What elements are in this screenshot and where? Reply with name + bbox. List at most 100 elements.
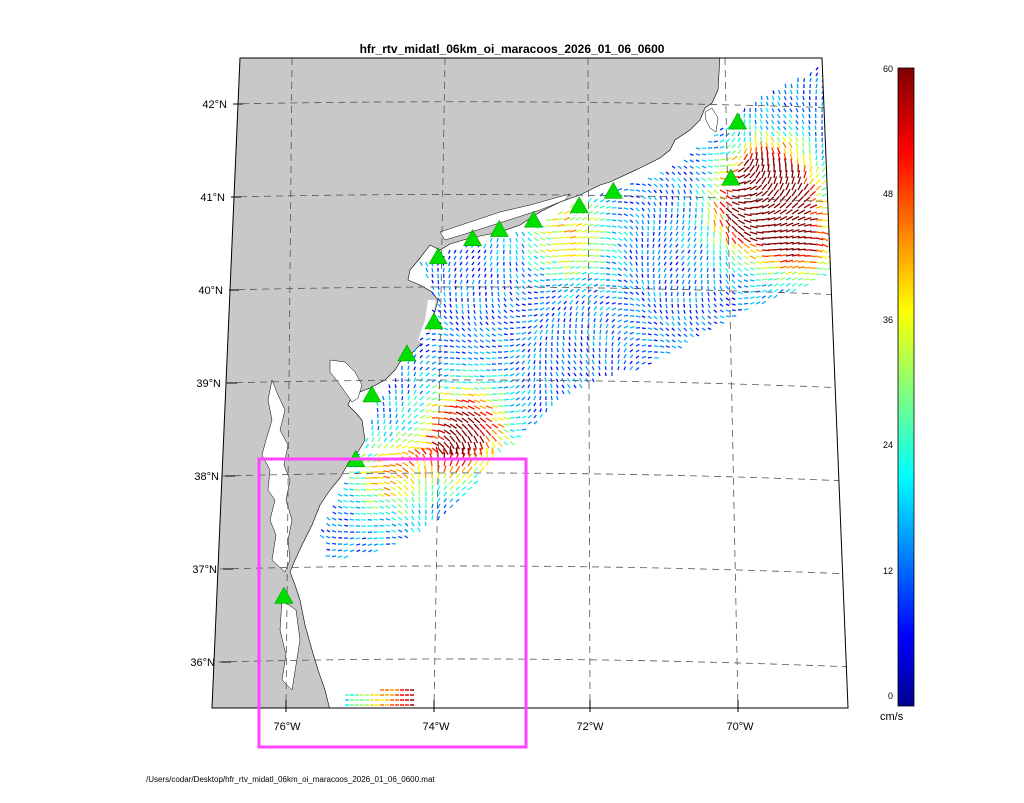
current-vector <box>478 285 481 290</box>
current-vector <box>713 189 719 195</box>
current-vector <box>785 202 793 209</box>
current-vector <box>491 309 495 314</box>
current-vector <box>777 120 781 125</box>
current-vector <box>791 253 800 257</box>
current-vector <box>437 391 444 395</box>
current-vector <box>659 345 665 348</box>
current-vector <box>521 415 527 419</box>
current-vector <box>611 261 617 265</box>
current-vector <box>671 171 676 176</box>
current-vector <box>599 278 605 281</box>
current-vector <box>437 515 440 521</box>
current-vector <box>521 402 526 407</box>
current-vector <box>467 399 475 404</box>
current-vector <box>557 272 564 275</box>
current-vector <box>814 125 817 131</box>
current-vector <box>575 242 583 245</box>
current-vector <box>402 467 409 473</box>
current-vector <box>814 119 817 125</box>
current-vector <box>472 285 475 291</box>
current-vector <box>371 425 374 431</box>
current-vector <box>659 309 663 314</box>
current-vector <box>485 399 492 403</box>
current-vector <box>695 309 699 314</box>
current-vector <box>562 341 565 347</box>
current-vector <box>776 114 781 119</box>
current-vector <box>699 249 703 254</box>
current-vector <box>372 506 379 509</box>
current-vector <box>443 498 447 503</box>
current-vector <box>815 83 818 89</box>
current-vector <box>719 225 723 232</box>
current-vector <box>425 409 432 413</box>
current-vector <box>713 201 719 208</box>
current-vector <box>544 377 547 383</box>
current-vector <box>803 189 810 197</box>
current-vector <box>743 142 747 149</box>
current-vector <box>737 249 743 255</box>
current-vector <box>379 512 385 515</box>
current-vector <box>611 330 615 335</box>
current-vector <box>755 231 764 234</box>
current-vector <box>497 321 502 325</box>
current-vector <box>623 231 629 236</box>
current-vector <box>521 237 526 243</box>
current-vector <box>629 343 634 347</box>
current-vector <box>563 300 567 305</box>
current-vector <box>803 266 811 269</box>
current-vector <box>431 484 434 491</box>
current-vector <box>749 199 758 203</box>
current-vector <box>539 396 542 401</box>
current-vector <box>785 228 794 233</box>
current-vector <box>737 149 742 155</box>
current-vector <box>785 222 794 227</box>
current-vector <box>598 365 601 371</box>
current-vector <box>453 261 457 266</box>
current-vector <box>485 303 488 309</box>
current-vector <box>455 357 460 360</box>
current-vector <box>749 249 756 254</box>
current-vector <box>623 237 628 242</box>
current-vector <box>659 177 664 182</box>
current-vector <box>497 447 502 453</box>
current-vector <box>773 182 779 191</box>
current-vector <box>779 182 784 191</box>
current-vector <box>509 429 515 432</box>
current-vector <box>677 333 682 337</box>
current-vector <box>809 261 817 264</box>
current-vector <box>491 435 497 442</box>
current-vector <box>533 243 539 248</box>
current-vector <box>815 172 820 179</box>
current-vector <box>425 372 430 377</box>
current-vector <box>496 237 499 243</box>
current-vector <box>755 177 762 185</box>
current-vector <box>355 512 361 515</box>
current-vector <box>455 441 460 450</box>
current-vector <box>719 249 722 255</box>
current-vector <box>707 315 712 320</box>
current-vector <box>437 404 444 407</box>
current-vector <box>791 241 800 245</box>
current-vector <box>467 345 473 349</box>
current-vector <box>713 195 719 201</box>
current-vector <box>677 165 682 170</box>
current-vector <box>707 285 710 291</box>
current-vector <box>419 261 423 267</box>
current-vector <box>443 303 447 308</box>
current-vector <box>653 183 658 188</box>
current-vector <box>431 515 434 521</box>
current-vector <box>598 360 601 365</box>
current-vector <box>686 243 691 249</box>
current-vector <box>407 389 410 395</box>
current-vector <box>372 453 379 457</box>
current-vector <box>617 219 623 223</box>
current-vector <box>821 219 829 222</box>
current-vector <box>478 279 481 284</box>
current-vector <box>419 441 427 444</box>
current-vector <box>815 243 824 247</box>
current-vector <box>360 488 367 491</box>
current-vector <box>755 164 760 173</box>
current-vector <box>460 291 463 297</box>
current-vector <box>515 297 520 301</box>
current-vector <box>431 503 434 509</box>
